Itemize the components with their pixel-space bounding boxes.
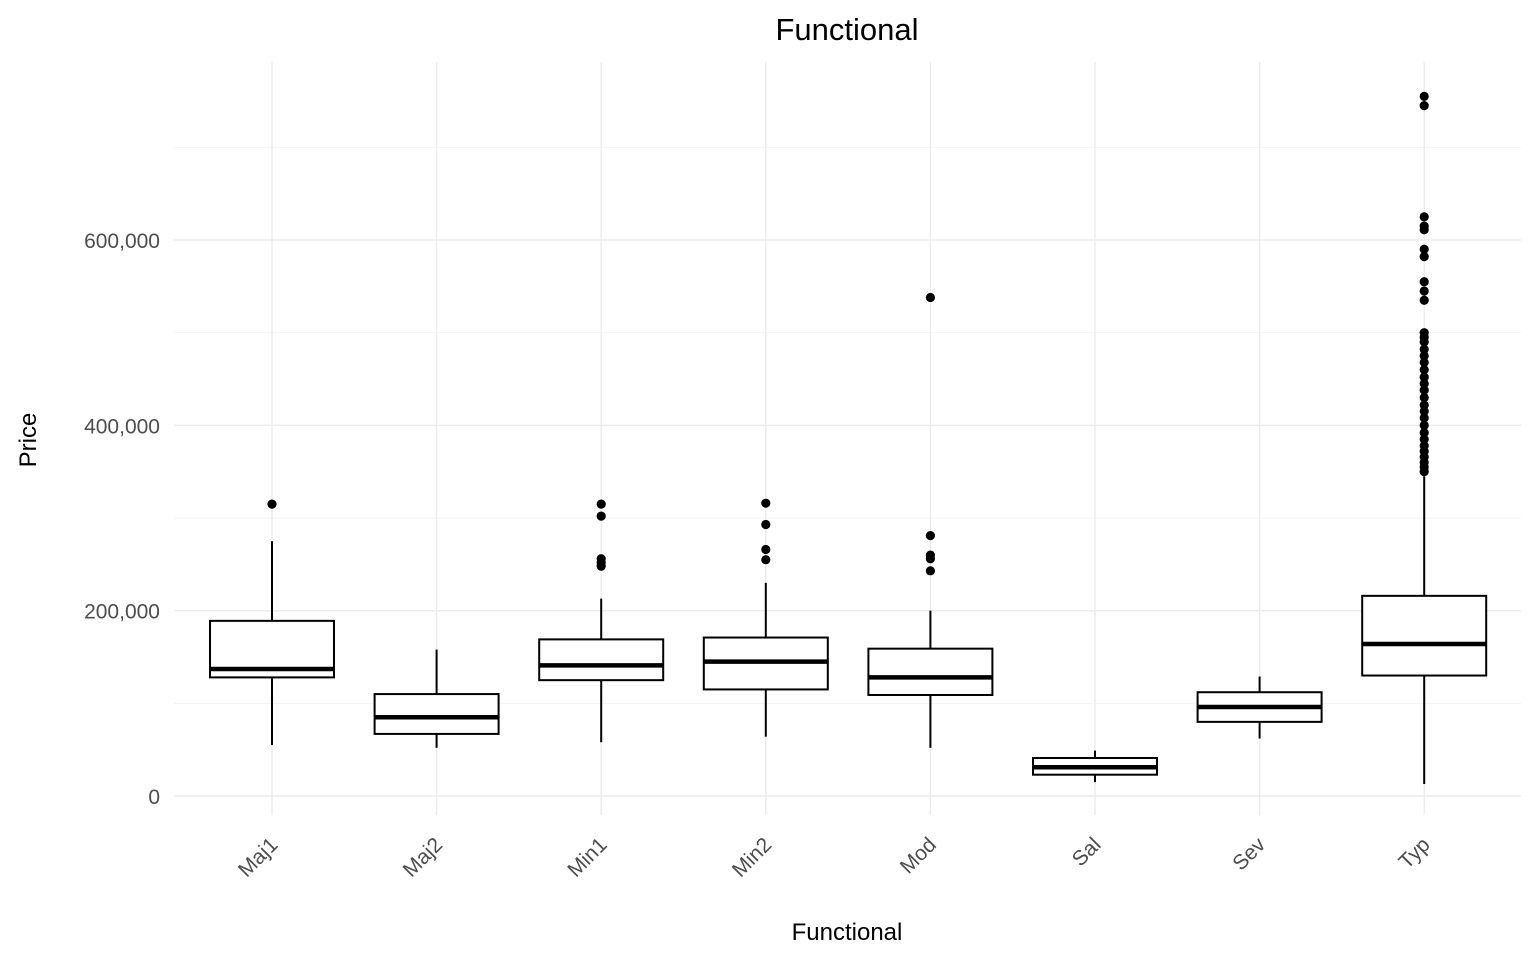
y-tick-label: 400,000	[84, 415, 160, 438]
x-tick-label: Maj1	[234, 833, 282, 881]
outlier-point	[1419, 372, 1429, 382]
outlier-point	[1419, 252, 1429, 262]
outlier-point	[1419, 212, 1429, 222]
box-mod	[867, 292, 994, 748]
x-tick-label: Maj2	[399, 833, 447, 881]
y-tick-label: 200,000	[84, 601, 160, 624]
y-tick-labels: 0 200,000 400,000 600,000	[84, 230, 160, 809]
outlier-point	[925, 550, 936, 560]
y-tick-label: 600,000	[84, 230, 160, 253]
outlier-point	[596, 499, 606, 509]
y-tick-label: 0	[148, 786, 160, 809]
outlier-point	[1419, 357, 1429, 367]
box-maj1	[209, 499, 335, 746]
outlier-point	[1419, 400, 1429, 410]
outlier-point	[925, 292, 936, 303]
outlier-point	[1419, 221, 1429, 231]
box-min1	[538, 499, 665, 743]
x-tick-label: Min2	[728, 833, 776, 881]
outlier-point	[1419, 328, 1429, 338]
box-typ	[1361, 91, 1488, 784]
outlier-point	[1419, 385, 1429, 395]
outlier-point	[1419, 420, 1429, 430]
outlier-point	[761, 519, 771, 530]
iqr-box	[538, 638, 665, 682]
outlier-point	[761, 498, 771, 508]
outlier-point	[1419, 406, 1429, 417]
boxes	[209, 91, 1488, 784]
box-sal	[1032, 750, 1158, 783]
outlier-point	[1419, 101, 1429, 111]
iqr-box	[1361, 594, 1488, 677]
outlier-point	[925, 531, 936, 541]
iqr-box	[373, 693, 500, 735]
outlier-point	[596, 554, 606, 564]
outlier-point	[1419, 286, 1429, 296]
x-tick-label: Sal	[1068, 833, 1106, 871]
y-axis-title: Price	[15, 413, 42, 468]
outlier-point	[596, 511, 606, 521]
box-sev	[1196, 676, 1323, 739]
x-tick-label: Sev	[1228, 833, 1270, 875]
x-axis-title: Functional	[792, 919, 903, 946]
x-tick-label: Typ	[1395, 833, 1435, 873]
outlier-point	[1419, 413, 1429, 423]
x-tick-labels: Maj1 Maj2 Min1 Min2 Mod Sal Sev Typ	[234, 833, 1435, 882]
outlier-point	[925, 566, 936, 576]
outlier-point	[1419, 244, 1429, 254]
outlier-point	[1419, 277, 1429, 287]
chart-title: Functional	[775, 12, 918, 47]
outlier-point	[1419, 344, 1429, 354]
box-maj2	[373, 649, 500, 748]
outlier-point	[1419, 434, 1429, 444]
iqr-box	[867, 647, 994, 696]
outlier-point	[1419, 379, 1429, 389]
outlier-point	[267, 499, 277, 509]
outlier-point	[1419, 365, 1429, 375]
box-min2	[702, 498, 829, 737]
outlier-point	[1419, 351, 1429, 361]
outlier-point	[1419, 428, 1429, 438]
outlier-point	[761, 544, 771, 555]
outlier-point	[761, 555, 771, 565]
outlier-point	[1419, 441, 1429, 451]
outlier-point	[1419, 91, 1429, 101]
x-tick-label: Mod	[896, 833, 941, 878]
outlier-point	[1419, 392, 1429, 403]
outlier-point	[1419, 295, 1429, 305]
x-tick-label: Min1	[563, 833, 611, 881]
